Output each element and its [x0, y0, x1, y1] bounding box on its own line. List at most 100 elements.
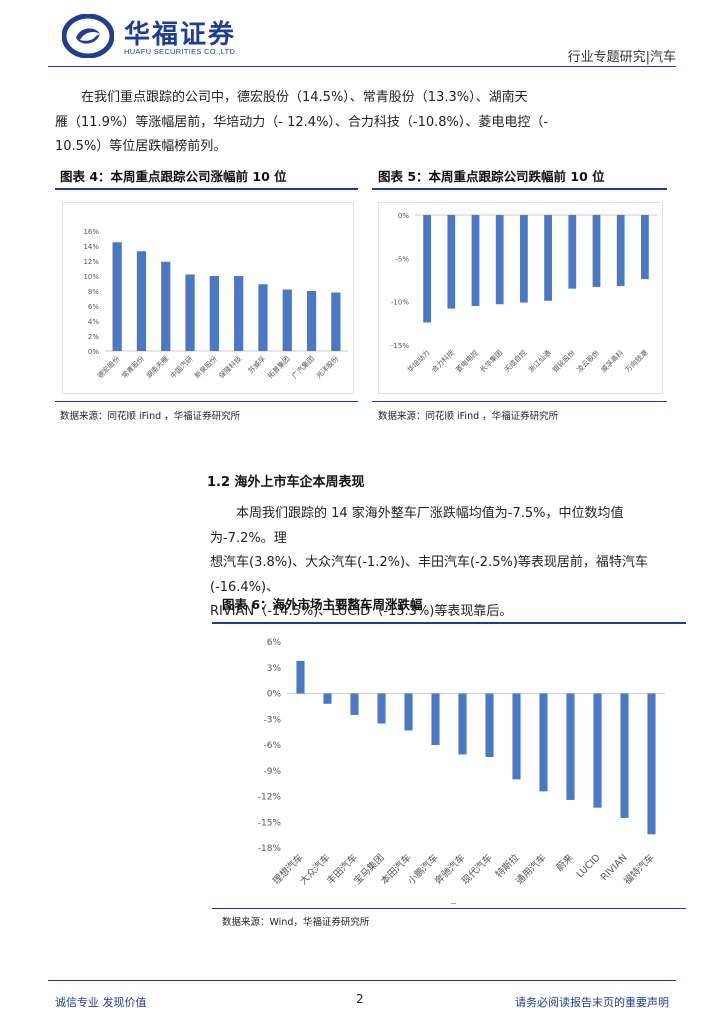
- x-category-label: 苏威孚: [246, 354, 267, 375]
- figure-4-title-bar: [55, 188, 358, 190]
- chart-bar: [306, 291, 317, 351]
- chart-bar: [350, 693, 359, 715]
- figure-4-source: 数据来源：同花顺 iFind ，华福证券研究所: [60, 411, 241, 422]
- chart-bar: [423, 215, 431, 323]
- y-tick-label: -15%: [258, 818, 282, 828]
- y-tick-label: 0%: [398, 212, 409, 220]
- chart-bar: [377, 693, 386, 724]
- chart-bar: [112, 242, 122, 351]
- figure-6-title: 图表 6：海外市场主要整车周涨跌幅: [222, 597, 423, 612]
- x-category-label: 凌云股份: [575, 348, 601, 374]
- y-tick-label: 0%: [88, 348, 99, 356]
- stray-mark: _: [450, 894, 457, 904]
- x-category-label: LUCID: [575, 852, 603, 880]
- y-tick-label: -12%: [258, 793, 282, 803]
- y-tick-label: -5%: [395, 255, 409, 263]
- chart-bar: [331, 292, 341, 351]
- chart-bar: [544, 215, 552, 301]
- chart-6: 6%3%0%-3%-6%-9%-12%-15%-18%理想汽车大众汽车丰田汽车宝…: [258, 638, 665, 905]
- chart-bar: [568, 215, 577, 289]
- y-tick-label: 2%: [88, 333, 99, 341]
- y-tick-label: -9%: [263, 767, 281, 777]
- x-category-label: 广汽集团: [290, 354, 316, 380]
- chart-bar: [161, 261, 171, 351]
- x-category-label: 华培动力: [405, 348, 431, 374]
- x-category-label: 威孚高科: [599, 348, 625, 374]
- chart-bar: [647, 693, 656, 835]
- chart-bar: [471, 215, 480, 306]
- y-tick-label: -18%: [258, 844, 282, 854]
- paragraph-line: 本周我们跟踪的 14 家海外整车厂涨跌幅均值为-7.5%，中位数均值为-7.2%…: [210, 506, 624, 546]
- chart-bar: [641, 215, 649, 280]
- y-tick-label: -15%: [391, 342, 409, 350]
- chart-6-frame: 6% 3% 0% -3% -6% -9% -12% -15% -18% 理想汽车 大众汽车 丰田汽车宝…: [225, 632, 670, 905]
- figure-5-bottom-rule: [372, 401, 667, 402]
- chart-bar: [209, 276, 219, 351]
- y-tick-label: 8%: [88, 288, 99, 296]
- chart-bar: [234, 276, 244, 351]
- chart-bar: [258, 284, 268, 351]
- chart-bar: [620, 693, 629, 818]
- paragraph-line: 雁（11.9%）等涨幅居前，华培动力（- 12.4%）、合力科技（-10.8%）…: [55, 114, 549, 130]
- y-tick-label: -6%: [263, 741, 281, 751]
- x-category-label: 拓普集团: [266, 354, 292, 380]
- chart-5-frame: 0% -5% -10% -15% 华培动力 合力科技 菱电电控 长华集团 天成自控 浙江仙通 银轮股…: [378, 202, 663, 394]
- figure-6-bottom-rule: [212, 908, 686, 909]
- y-tick-label: 3%: [267, 664, 282, 674]
- chart-bar: [616, 215, 625, 287]
- x-category-label: 合力科技: [430, 348, 456, 374]
- y-tick-label: 14%: [83, 243, 99, 251]
- chart-bar: [136, 251, 147, 351]
- chart-bar: [593, 693, 602, 808]
- chart-bar: [566, 693, 575, 800]
- paragraph-line: RIVIAN（-14.5%)、LUCID（-13.3%)等表现靠后。: [210, 604, 513, 619]
- y-tick-label: -10%: [391, 299, 409, 307]
- x-category-label: 浙江仙通: [526, 348, 552, 374]
- chart-4: 0% 2% 4% 6% 8% 10% 12% 14% 16% 德宏股份常青股份湖南天雁中国汽研新泉…: [83, 228, 348, 380]
- x-category-label: 湖南天雁: [144, 354, 170, 380]
- chart-bar: [512, 693, 521, 780]
- x-category-label: 新泉股份: [193, 354, 219, 380]
- footer-disclaimer: 请务必阅读报告末页的重要声明: [515, 996, 669, 1009]
- chart-bar: [185, 274, 195, 351]
- chart-bar: [495, 215, 504, 305]
- x-category-label: 菱电电控: [454, 348, 480, 374]
- x-category-label: 通用汽车: [513, 852, 548, 887]
- logo-text-en: HUAFU SECURITIES CO.,LTD.: [124, 47, 238, 56]
- chart-bar: [539, 693, 548, 792]
- footer-divider: [48, 980, 676, 981]
- x-category-label: 常青股份: [120, 354, 146, 380]
- x-category-label: 天成自控: [502, 348, 528, 374]
- x-category-label: 现代汽车: [459, 852, 494, 887]
- x-category-label: 蔚来: [554, 851, 576, 873]
- chart-bar: [520, 215, 528, 303]
- paragraph-line: 10.5%）等位居跌幅榜前列。: [55, 139, 227, 154]
- logo-icon: [62, 14, 114, 58]
- y-tick-label: 0%: [267, 690, 282, 700]
- chart-bar: [296, 660, 305, 694]
- y-tick-label: 4%: [88, 318, 99, 326]
- y-tick-label: -3%: [263, 715, 281, 725]
- x-category-label: 光洋股份: [314, 354, 340, 380]
- x-category-label: 福特汽车: [621, 852, 656, 887]
- x-category-label: 保隆科技: [217, 354, 243, 380]
- chart-bar: [404, 693, 413, 731]
- section-heading: 1.2 海外上市车企本周表现: [207, 475, 365, 490]
- chart-bar: [592, 215, 601, 287]
- x-category-label: 银轮股份: [551, 348, 577, 374]
- paragraph-overseas: 本周我们跟踪的 14 家海外整车厂涨跌幅均值为-7.5%，中位数均值为-7.2%…: [210, 502, 678, 625]
- footer-slogan: 诚信专业 发现价值: [55, 996, 147, 1009]
- x-category-label: 万向钱潮: [623, 348, 649, 374]
- y-tick-label: 12%: [83, 258, 99, 266]
- figure-4-bottom-rule: [55, 401, 358, 402]
- figure-6-title-bar: [212, 622, 686, 624]
- chart-bar: [282, 289, 292, 351]
- chart-5: 0% -5% -10% -15%华培动力合力科技菱电电控长华集团天成自控浙江仙通银轮股…: [391, 212, 657, 374]
- y-tick-label: 16%: [83, 228, 99, 236]
- paragraph-line: 想汽车(3.8%)、大众汽车(-1.2%)、丰田汽车(-2.5%)等表现居前，福…: [210, 555, 648, 595]
- paragraph-top-movers: 在我们重点跟踪的公司中，德宏股份（14.5%）、常青股份（13.3%）、湖南天 …: [55, 86, 675, 160]
- figure-4-title: 图表 4：本周重点跟踪公司涨幅前 10 位: [60, 169, 287, 184]
- y-tick-label: 10%: [83, 273, 99, 281]
- x-category-label: 长华集团: [478, 348, 504, 374]
- paragraph-line: 在我们重点跟踪的公司中，德宏股份（14.5%）、常青股份（13.3%）、湖南天: [81, 90, 528, 105]
